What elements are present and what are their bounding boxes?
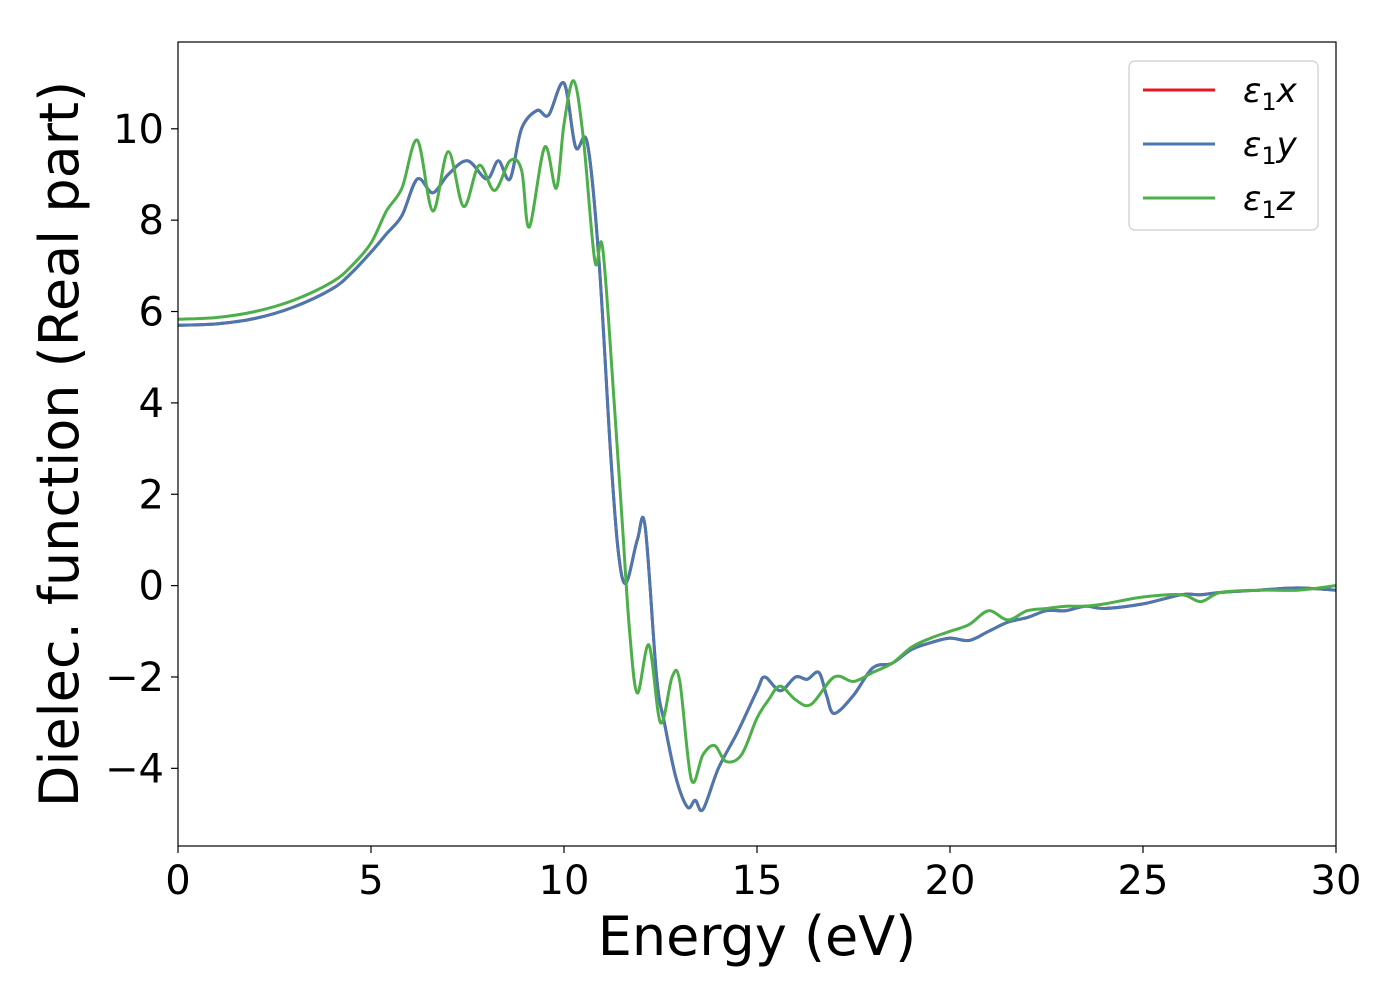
y-tick-label: 10: [113, 107, 164, 153]
x-tick-label: 30: [1311, 858, 1362, 904]
x-tick-label: 20: [925, 858, 976, 904]
legend-box: [1128, 60, 1319, 231]
legend: ε1x ε1y ε1z: [1128, 60, 1319, 231]
y-tick-label: 6: [139, 290, 164, 336]
y-axis-title: Dielec. function (Real part): [28, 81, 91, 807]
series-layer: [177, 79, 1337, 813]
legend-label-x: ε1x: [1243, 71, 1298, 116]
y-tick-label: 4: [139, 381, 164, 427]
y-tick-label: 8: [139, 198, 164, 244]
y-tick-label: −2: [105, 655, 164, 701]
x-tick-label: 15: [732, 858, 783, 904]
x-tick-label: 0: [165, 858, 190, 904]
y-axis-ticks: −4 −2 0 2 4 6 8 10: [105, 107, 178, 792]
x-tick-label: 5: [358, 858, 383, 904]
x-axis-ticks: 0 5 10 15 20 25 30: [165, 846, 1361, 904]
x-tick-label: 10: [539, 858, 590, 904]
legend-label-z: ε1z: [1243, 179, 1296, 224]
x-axis-title: Energy (eV): [598, 905, 917, 968]
legend-label-y: ε1y: [1243, 125, 1298, 170]
y-tick-label: 0: [139, 564, 164, 610]
legend-items: ε1x ε1y ε1z: [1143, 71, 1298, 224]
x-tick-label: 25: [1118, 858, 1169, 904]
series-line-z: [177, 79, 1337, 784]
series-line-y: [177, 81, 1337, 813]
y-tick-label: −4: [105, 746, 164, 792]
y-tick-label: 2: [139, 472, 164, 518]
